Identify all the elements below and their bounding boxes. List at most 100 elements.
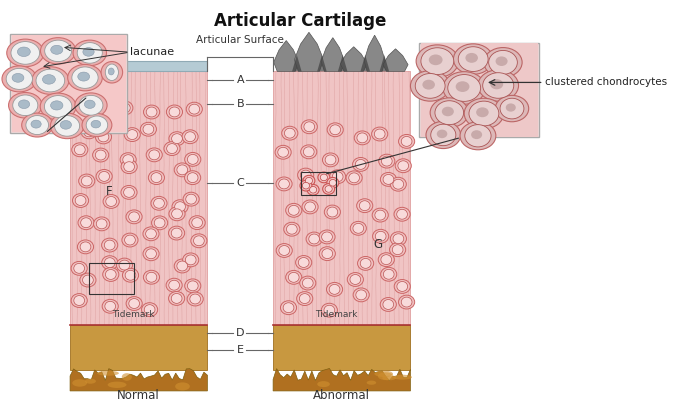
- Ellipse shape: [372, 208, 388, 222]
- Ellipse shape: [169, 107, 180, 117]
- Ellipse shape: [11, 42, 40, 64]
- Ellipse shape: [106, 196, 117, 206]
- Ellipse shape: [397, 281, 408, 291]
- Ellipse shape: [174, 259, 190, 273]
- Ellipse shape: [416, 45, 458, 78]
- Ellipse shape: [124, 162, 134, 172]
- Ellipse shape: [186, 255, 196, 265]
- Ellipse shape: [305, 177, 313, 184]
- Ellipse shape: [390, 232, 406, 246]
- Ellipse shape: [81, 125, 97, 139]
- Ellipse shape: [350, 221, 367, 235]
- Ellipse shape: [7, 39, 44, 67]
- Ellipse shape: [105, 269, 116, 279]
- Ellipse shape: [97, 371, 119, 376]
- Ellipse shape: [429, 54, 443, 65]
- Ellipse shape: [378, 253, 394, 266]
- Polygon shape: [70, 325, 207, 370]
- Ellipse shape: [60, 120, 72, 129]
- Ellipse shape: [381, 267, 397, 281]
- Ellipse shape: [281, 126, 298, 140]
- Ellipse shape: [437, 129, 448, 138]
- Ellipse shape: [297, 292, 313, 305]
- Ellipse shape: [380, 298, 396, 311]
- Ellipse shape: [349, 173, 360, 183]
- Ellipse shape: [96, 169, 112, 183]
- Ellipse shape: [398, 134, 414, 148]
- Ellipse shape: [92, 148, 109, 162]
- Text: Normal: Normal: [117, 388, 160, 402]
- Ellipse shape: [177, 261, 188, 271]
- Ellipse shape: [171, 209, 182, 219]
- Ellipse shape: [129, 298, 140, 308]
- Ellipse shape: [86, 116, 108, 134]
- Ellipse shape: [171, 293, 182, 303]
- Ellipse shape: [303, 176, 315, 186]
- Polygon shape: [338, 55, 348, 71]
- Ellipse shape: [353, 223, 364, 233]
- Polygon shape: [70, 369, 207, 391]
- Ellipse shape: [300, 145, 317, 159]
- Ellipse shape: [398, 295, 414, 309]
- Ellipse shape: [108, 68, 114, 75]
- Ellipse shape: [279, 246, 290, 256]
- Ellipse shape: [169, 280, 180, 290]
- Ellipse shape: [483, 73, 514, 98]
- Ellipse shape: [356, 290, 367, 300]
- Ellipse shape: [172, 200, 188, 214]
- Ellipse shape: [32, 67, 69, 94]
- Ellipse shape: [187, 173, 198, 183]
- Ellipse shape: [357, 133, 368, 143]
- Ellipse shape: [323, 153, 339, 167]
- Ellipse shape: [186, 102, 202, 116]
- Text: clustered chondrocytes: clustered chondrocytes: [545, 78, 667, 88]
- Ellipse shape: [167, 105, 182, 119]
- Ellipse shape: [185, 132, 196, 142]
- Ellipse shape: [82, 176, 92, 186]
- Ellipse shape: [389, 243, 406, 256]
- Ellipse shape: [372, 127, 387, 141]
- Ellipse shape: [395, 159, 411, 173]
- Ellipse shape: [276, 244, 292, 257]
- Ellipse shape: [325, 186, 332, 192]
- Ellipse shape: [329, 179, 336, 186]
- Text: D: D: [236, 328, 244, 338]
- Ellipse shape: [175, 202, 186, 212]
- Text: Tidemark: Tidemark: [315, 310, 357, 319]
- Ellipse shape: [383, 300, 394, 310]
- Polygon shape: [294, 32, 323, 71]
- Ellipse shape: [465, 53, 478, 63]
- Ellipse shape: [18, 47, 30, 56]
- Ellipse shape: [75, 195, 86, 205]
- Ellipse shape: [45, 95, 72, 117]
- Ellipse shape: [43, 75, 55, 84]
- Ellipse shape: [454, 44, 493, 74]
- Ellipse shape: [375, 231, 386, 241]
- Ellipse shape: [435, 101, 464, 124]
- Ellipse shape: [146, 148, 162, 162]
- Ellipse shape: [105, 64, 118, 81]
- Ellipse shape: [324, 205, 340, 219]
- Ellipse shape: [80, 273, 96, 287]
- Ellipse shape: [495, 95, 529, 122]
- Ellipse shape: [174, 163, 190, 177]
- Ellipse shape: [301, 120, 317, 134]
- Ellipse shape: [394, 208, 410, 221]
- Ellipse shape: [373, 229, 389, 243]
- Ellipse shape: [72, 67, 98, 88]
- Polygon shape: [273, 71, 410, 325]
- Ellipse shape: [458, 47, 488, 71]
- Ellipse shape: [146, 249, 157, 259]
- Ellipse shape: [329, 170, 346, 184]
- Ellipse shape: [164, 142, 180, 156]
- Ellipse shape: [188, 154, 198, 164]
- Ellipse shape: [191, 234, 207, 248]
- Ellipse shape: [26, 115, 49, 134]
- Ellipse shape: [383, 269, 394, 279]
- Ellipse shape: [81, 218, 91, 228]
- Ellipse shape: [105, 258, 115, 268]
- Polygon shape: [317, 55, 327, 71]
- Ellipse shape: [284, 222, 300, 236]
- Ellipse shape: [55, 115, 80, 136]
- Ellipse shape: [71, 261, 87, 275]
